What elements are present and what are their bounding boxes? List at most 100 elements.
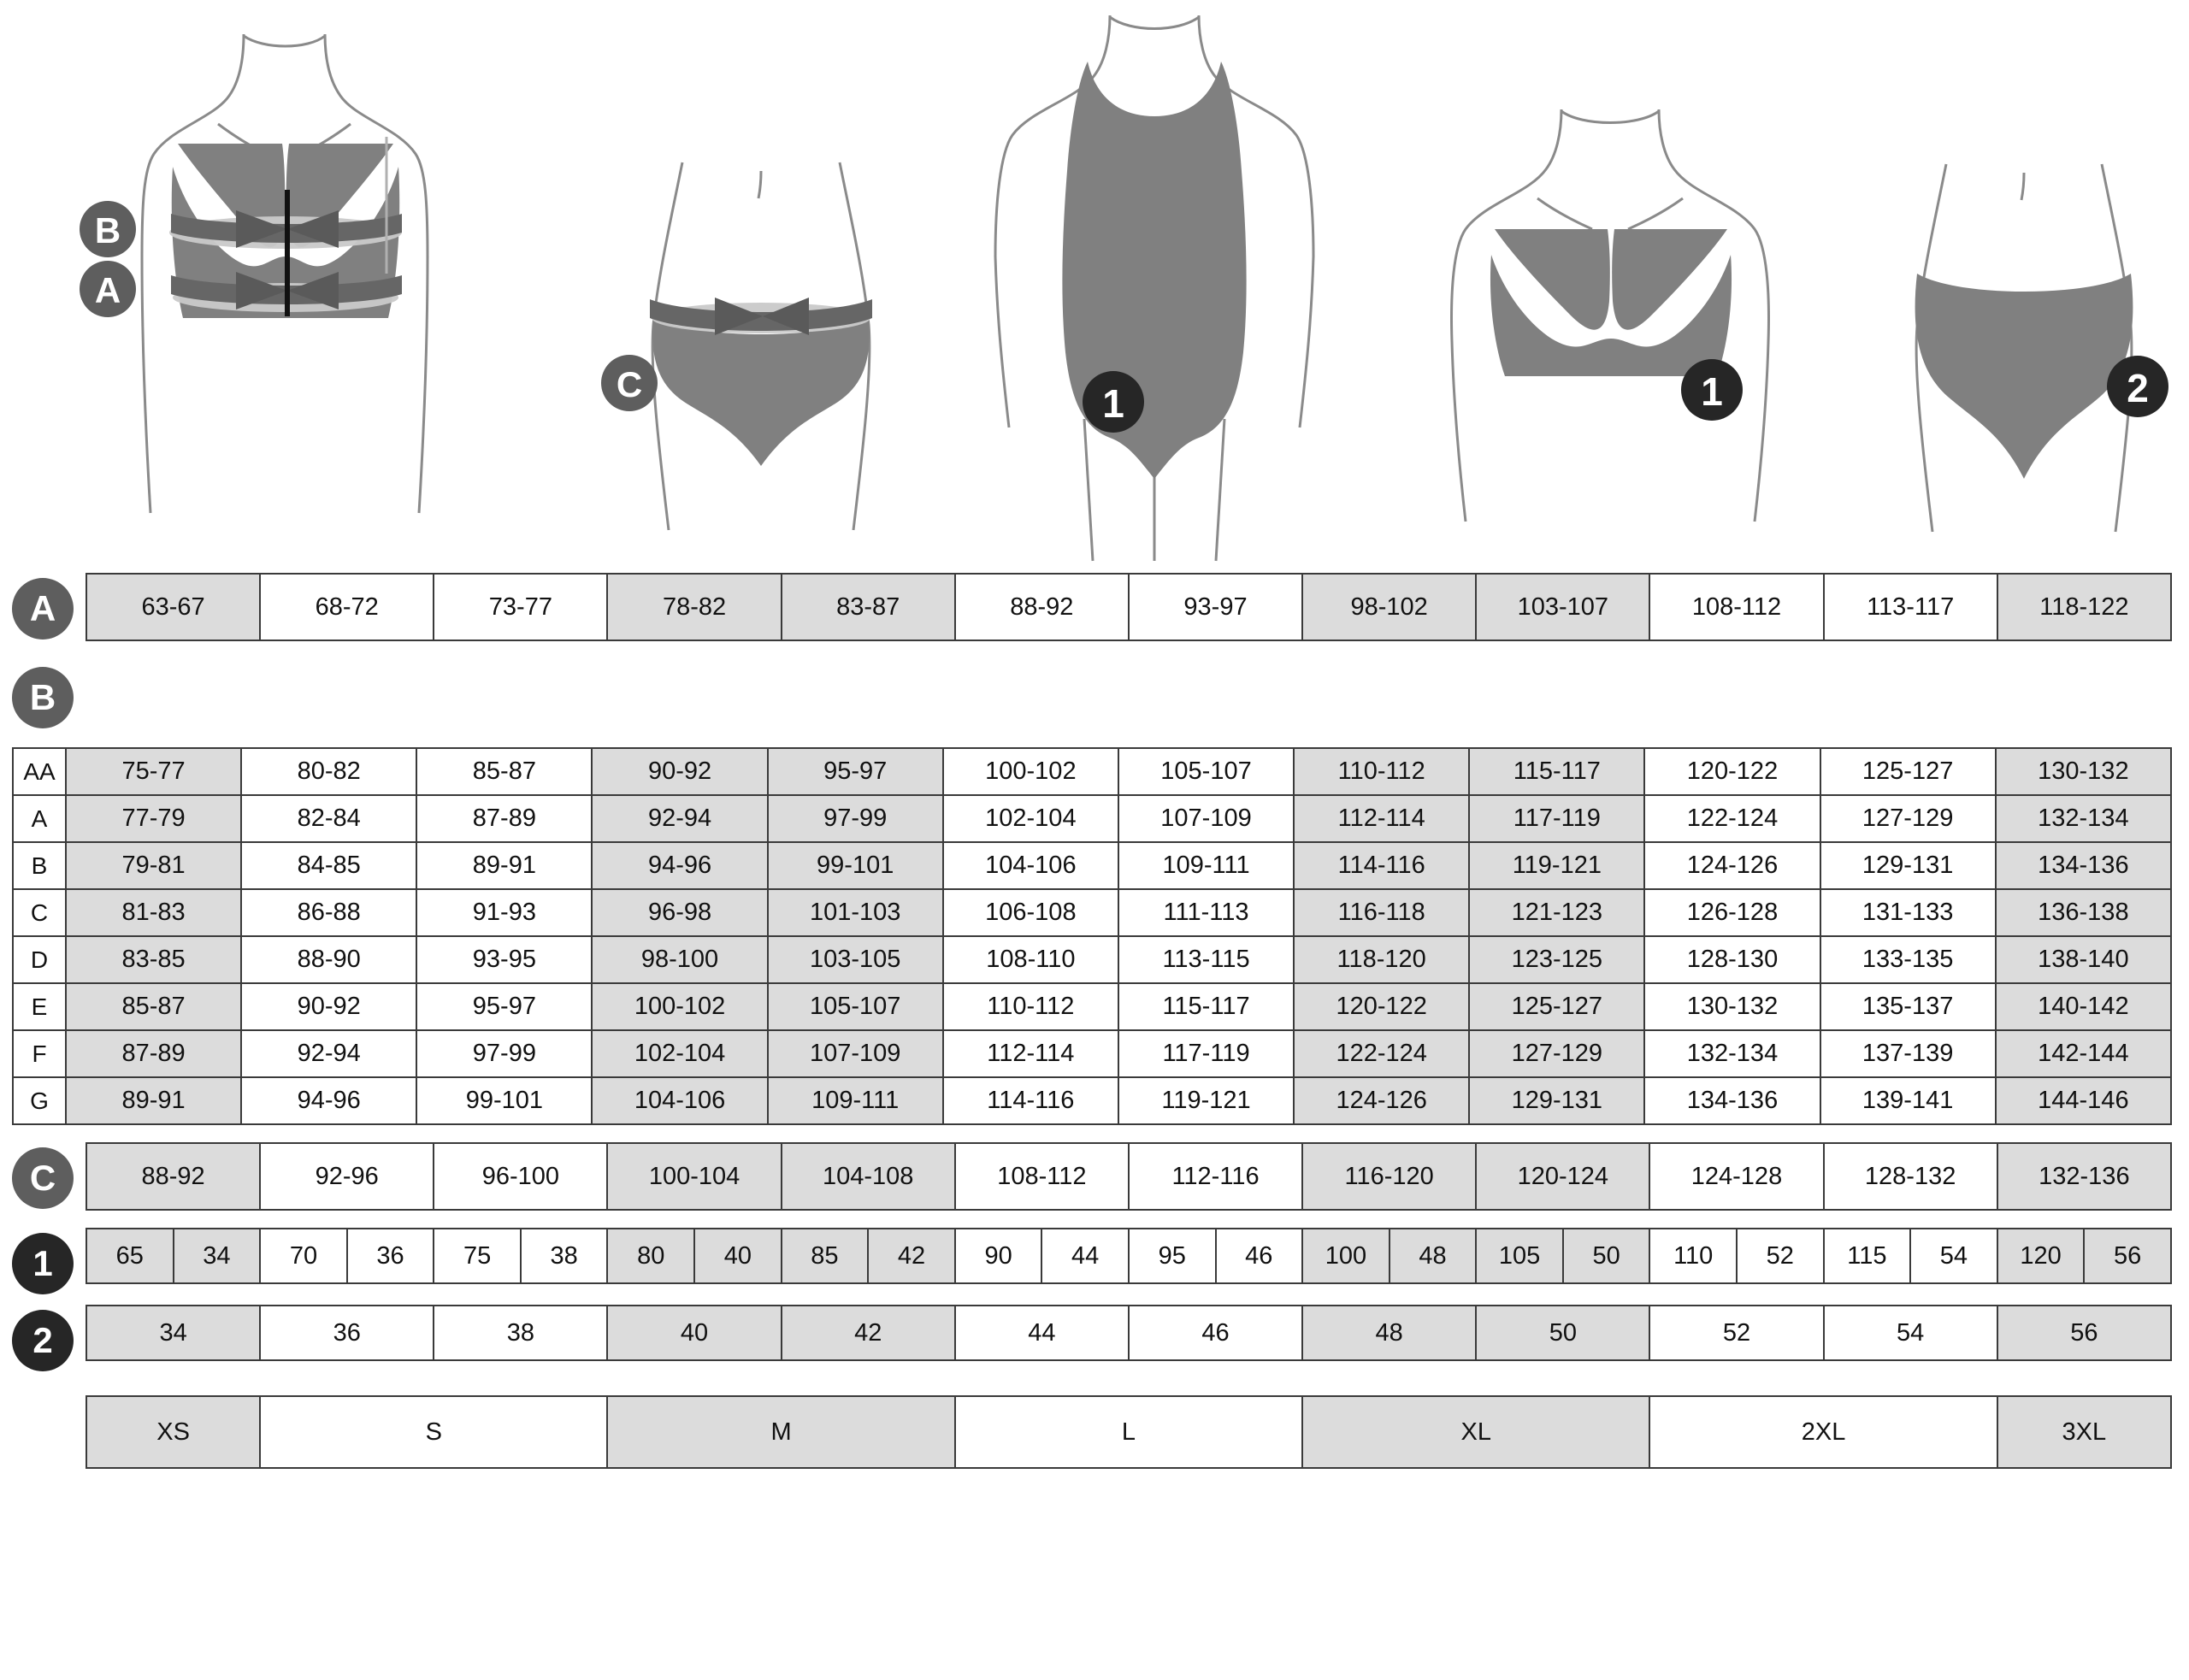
letter-size-cell: XL [1301, 1395, 1651, 1469]
bust-cell: 85-87 [416, 747, 593, 796]
bust-cell: 134-136 [1643, 1076, 1821, 1125]
band-eu-cell: 65 [86, 1228, 174, 1284]
underbust-cell: 83-87 [780, 573, 956, 641]
bottom-size-cell: 42 [780, 1305, 956, 1361]
hip-cell: 128-132 [1822, 1142, 1998, 1211]
row-block-letter-sizes: XS S M L XL 2XL 3XL [0, 1380, 2189, 1491]
bust-cell: 85-87 [64, 982, 243, 1031]
bust-cell: 105-107 [766, 982, 944, 1031]
bust-cell: 87-89 [64, 1029, 243, 1078]
table-row: A 77-79 82-84 87-89 92-94 97-99 102-104 107-109… [12, 794, 2173, 843]
letter-size-cell: M [606, 1395, 956, 1469]
bust-cell: 112-114 [1293, 794, 1471, 843]
bust-cell: 99-101 [766, 841, 944, 890]
bust-cell: 115-117 [1117, 982, 1295, 1031]
band-eu-cell: 90 [953, 1228, 1043, 1284]
band-eu-cell: 95 [1127, 1228, 1217, 1284]
figure-bra-top: 1 [1402, 0, 1830, 564]
bust-cell: 125-127 [1819, 747, 1997, 796]
hip-cell: 100-104 [606, 1142, 782, 1211]
bust-cell: 96-98 [591, 888, 769, 937]
cup-label: B [12, 841, 67, 890]
bust-cell: 114-116 [1293, 841, 1471, 890]
bust-cell: 126-128 [1643, 888, 1821, 937]
row-block-2: 2 34 36 38 40 42 44 46 48 50 52 54 56 [0, 1303, 2189, 1380]
band-intl-cell: 56 [2083, 1228, 2172, 1284]
row-block-b: AA 75-77 80-82 85-87 90-92 95-97 100-102 105-10… [0, 747, 2189, 1132]
letter-size-cell: S [259, 1395, 609, 1469]
bust-cell: 127-129 [1819, 794, 1997, 843]
bust-cell: 97-99 [416, 1029, 593, 1078]
bust-cell: 116-118 [1293, 888, 1471, 937]
bust-cell: 75-77 [64, 747, 243, 796]
bust-cell: 132-134 [1994, 794, 2173, 843]
bust-cell: 128-130 [1643, 935, 1821, 984]
letter-size-cell: XS [85, 1395, 262, 1469]
bust-cell: 92-94 [591, 794, 769, 843]
cup-label: F [12, 1029, 67, 1078]
bust-cell: 112-114 [941, 1029, 1119, 1078]
bust-cell: 134-136 [1994, 841, 2173, 890]
bust-cell: 140-142 [1994, 982, 2173, 1031]
figure-bust-underbust-measure: B A [68, 0, 547, 564]
bust-cell: 111-113 [1117, 888, 1295, 937]
bust-cell: 104-106 [591, 1076, 769, 1125]
table-row: 63-67 68-72 73-77 78-82 83-87 88-92 93-97 98-10… [85, 573, 2173, 641]
bust-cell: 139-141 [1819, 1076, 1997, 1125]
table-row: C 81-83 86-88 91-93 96-98 101-103 106-108 111-1… [12, 888, 2173, 937]
bust-cell: 122-124 [1643, 794, 1821, 843]
hip-cell: 88-92 [85, 1142, 262, 1211]
bust-cell: 94-96 [240, 1076, 418, 1125]
band-intl-cell: 44 [1041, 1228, 1130, 1284]
table-row: D 83-85 88-90 93-95 98-100 103-105 108-110 113-… [12, 935, 2173, 984]
svg-text:B: B [95, 210, 121, 251]
band-eu-cell: 105 [1475, 1228, 1564, 1284]
bust-cell: 107-109 [766, 1029, 944, 1078]
bust-cell: 95-97 [416, 982, 593, 1031]
underbust-cell: 98-102 [1301, 573, 1478, 641]
hip-cell: 104-108 [780, 1142, 956, 1211]
table-hip: 88-92 92-96 96-100 100-104 104-108 108-112 112… [85, 1142, 2173, 1211]
table-row: 65 34 70 36 75 38 80 40 85 42 90 44 95 46 100 48 105 50 11… [86, 1228, 2172, 1284]
bust-cell: 131-133 [1819, 888, 1997, 937]
bust-cell: 120-122 [1643, 747, 1821, 796]
band-eu-cell: 85 [780, 1228, 870, 1284]
underbust-cell: 73-77 [433, 573, 609, 641]
figure-hip-measure: C [590, 0, 932, 564]
bust-cell: 79-81 [64, 841, 243, 890]
figure-one-piece-swimsuit: 1 [958, 0, 1351, 564]
bust-cell: 120-122 [1293, 982, 1471, 1031]
bust-cell: 104-106 [941, 841, 1119, 890]
cup-label: AA [12, 747, 67, 796]
cup-label: C [12, 888, 67, 937]
bust-cell: 89-91 [64, 1076, 243, 1125]
row-badge-2: 2 [12, 1310, 74, 1371]
bust-cell: 98-100 [591, 935, 769, 984]
bust-cell: 127-129 [1468, 1029, 1646, 1078]
bottom-size-cell: 40 [606, 1305, 782, 1361]
underbust-cell: 68-72 [259, 573, 435, 641]
bust-cell: 129-131 [1468, 1076, 1646, 1125]
bust-cell: 125-127 [1468, 982, 1646, 1031]
bust-cell: 138-140 [1994, 935, 2173, 984]
underbust-cell: 93-97 [1127, 573, 1304, 641]
letter-size-cell: 2XL [1649, 1395, 1998, 1469]
bust-cell: 106-108 [941, 888, 1119, 937]
hip-cell: 124-128 [1649, 1142, 1825, 1211]
figure-marker-2: 2 [2107, 356, 2168, 417]
bust-cell: 132-134 [1643, 1029, 1821, 1078]
underbust-cell: 88-92 [953, 573, 1130, 641]
bust-cell: 142-144 [1994, 1029, 2173, 1078]
band-intl-cell: 54 [1909, 1228, 1998, 1284]
band-intl-cell: 36 [345, 1228, 435, 1284]
bust-cell: 133-135 [1819, 935, 1997, 984]
svg-text:C: C [617, 364, 642, 404]
bust-cell: 105-107 [1117, 747, 1295, 796]
figure-marker-1b: 1 [1681, 359, 1743, 421]
row-badge-1: 1 [12, 1233, 74, 1294]
underbust-cell: 78-82 [606, 573, 782, 641]
svg-text:A: A [95, 270, 121, 310]
table-letter-sizes: XS S M L XL 2XL 3XL [85, 1395, 2173, 1469]
row-block-c: C 88-92 92-96 96-100 100-104 104-108 108-112 1… [0, 1132, 2189, 1228]
